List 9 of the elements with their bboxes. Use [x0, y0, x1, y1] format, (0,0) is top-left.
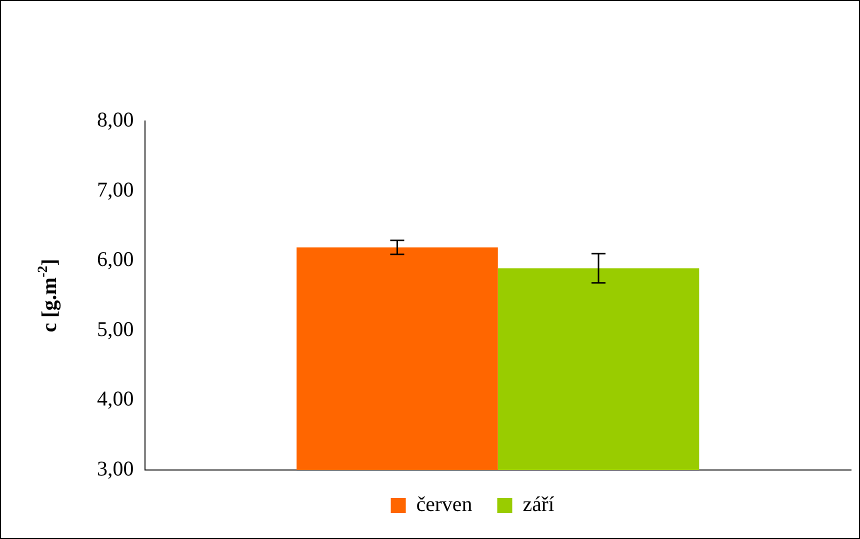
- y-tick-label: 5,00: [97, 316, 134, 341]
- y-tick-label: 6,00: [97, 247, 134, 272]
- y-tick-label: 4,00: [97, 386, 134, 411]
- y-tick-label: 3,00: [97, 456, 134, 481]
- legend-label: září: [522, 492, 554, 516]
- y-tick-label: 7,00: [97, 177, 134, 202]
- y-axis-title: c [g.m-2]: [36, 258, 61, 332]
- legend-label: červen: [416, 492, 473, 516]
- y-tick-label: 8,00: [97, 108, 134, 132]
